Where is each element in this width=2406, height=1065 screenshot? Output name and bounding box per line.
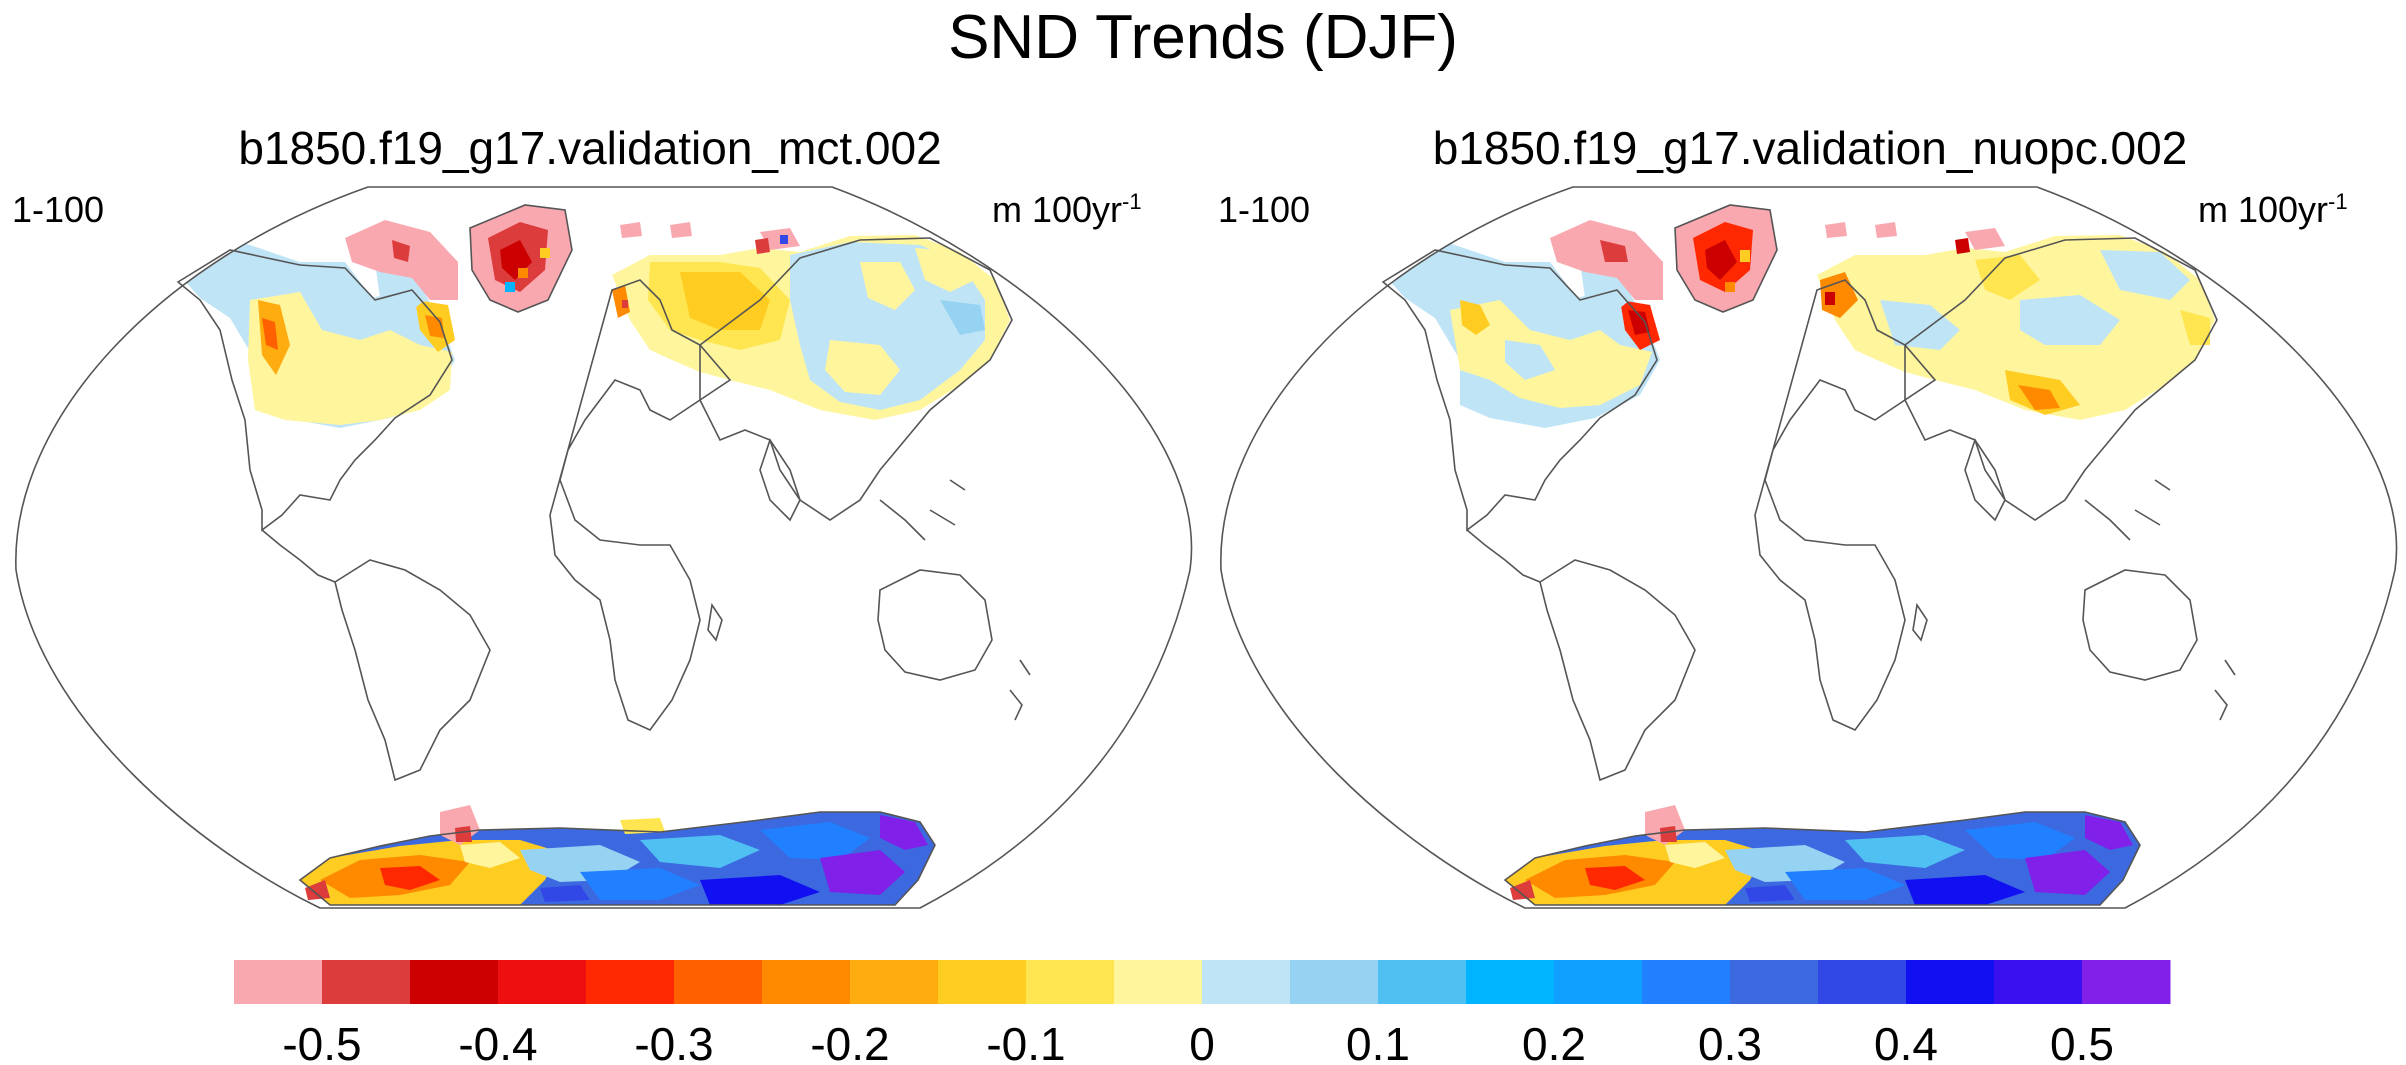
map-panel-nuopc: [1220, 186, 2398, 909]
colorbar-tick-label: -0.5: [282, 1018, 361, 1065]
colorbar-box: [1114, 960, 1203, 1004]
colorbar-box: [1378, 960, 1467, 1004]
panel-left-label-mct: 1-100: [12, 189, 105, 230]
coastlines-nuopc: [1381, 204, 2236, 906]
units-text: m 100yr: [2198, 189, 2329, 230]
colorbar-box: [1026, 960, 1115, 1004]
snow-depth-trend-field-mct: [175, 205, 1010, 905]
colorbar-box: [938, 960, 1027, 1004]
colorbar-tick-label: 0.4: [1874, 1018, 1938, 1065]
colorbar-tick-label: 0.1: [1346, 1018, 1410, 1065]
colorbar-labels: -0.5 -0.4 -0.3 -0.2 -0.1 0 0.1 0.2 0.3 0.4 0.5: [282, 1018, 2114, 1065]
colorbar-box: [322, 960, 411, 1004]
colorbar-tick-label: 0.3: [1698, 1018, 1762, 1065]
units-text: m 100yr: [992, 189, 1123, 230]
colorbar-box: [1554, 960, 1643, 1004]
colorbar-tick-label: 0.2: [1522, 1018, 1586, 1065]
units-exponent: -1: [1122, 189, 1142, 214]
colorbar-box: [1818, 960, 1907, 1004]
colorbar-box: [410, 960, 499, 1004]
snow-depth-trend-field-nuopc: [1380, 205, 2215, 905]
colorbar-box: [586, 960, 675, 1004]
colorbar-box: [1730, 960, 1819, 1004]
map-panel-mct: [15, 186, 1193, 909]
panel-units-mct: m 100yr-1: [992, 180, 1142, 232]
colorbar-box: [234, 960, 323, 1004]
colorbar-box: [1642, 960, 1731, 1004]
colorbar-tick-label: 0.5: [2050, 1018, 2114, 1065]
colorbar-box: [1290, 960, 1379, 1004]
panel-title-nuopc: b1850.f19_g17.validation_nuopc.002: [1432, 122, 2188, 174]
map-boundary-nuopc: [1220, 186, 2398, 909]
colorbar-box: [1906, 960, 1995, 1004]
colorbar-box: [850, 960, 939, 1004]
colorbar-tick-label: 0: [1189, 1018, 1215, 1065]
map-boundary-mct: [15, 186, 1193, 909]
colorbar-tick-label: -0.2: [810, 1018, 889, 1065]
units-exponent: -1: [2328, 189, 2348, 214]
colorbar-box: [1994, 960, 2083, 1004]
figure-title: SND Trends (DJF): [948, 3, 1458, 72]
colorbar-tick-label: -0.3: [634, 1018, 713, 1065]
colorbar-box: [498, 960, 587, 1004]
panel-title-mct: b1850.f19_g17.validation_mct.002: [238, 122, 942, 174]
colorbar-boxes: [234, 960, 2171, 1004]
colorbar-tick-label: -0.4: [458, 1018, 537, 1065]
panel-units-nuopc: m 100yr-1: [2198, 180, 2348, 232]
colorbar-box: [674, 960, 763, 1004]
coastlines-mct: [176, 204, 1031, 906]
panel-left-label-nuopc: 1-100: [1218, 189, 1311, 230]
colorbar-box: [762, 960, 851, 1004]
colorbar-box: [1202, 960, 1291, 1004]
colorbar-tick-label: -0.1: [986, 1018, 1065, 1065]
colorbar-box: [1466, 960, 1555, 1004]
colorbar-box: [2082, 960, 2171, 1004]
